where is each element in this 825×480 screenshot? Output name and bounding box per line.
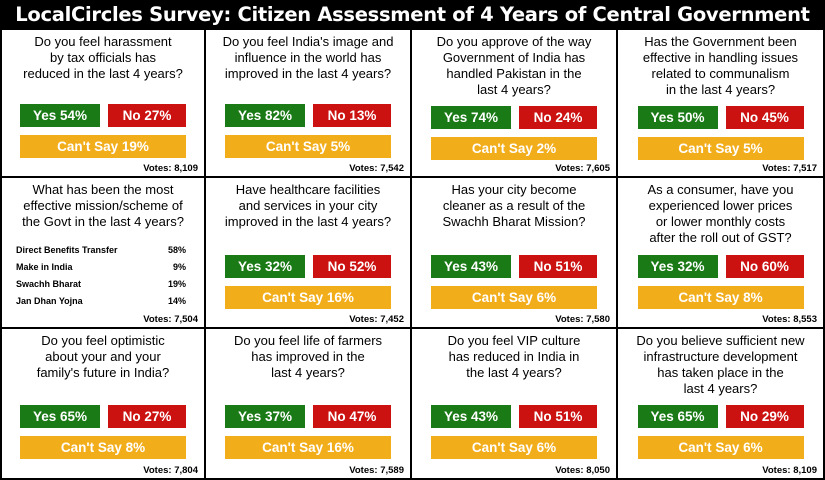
no-pill: No 51% (519, 405, 597, 428)
votes-count: Votes: 7,580 (555, 314, 610, 325)
cant-say-pill: Can't Say 2% (431, 137, 597, 160)
yes-pill: Yes 43% (431, 255, 511, 278)
votes-count: Votes: 8,109 (143, 163, 198, 174)
votes-count: Votes: 7,804 (143, 465, 198, 476)
cant-say-pill: Can't Say 6% (637, 436, 804, 459)
mission-pct: 14% (167, 296, 186, 306)
survey-card: Do you feel harassment by tax officials … (0, 30, 206, 178)
survey-card: What has been the most effective mission… (0, 178, 206, 329)
mission-row: Swachh Bharat 19% (16, 276, 186, 293)
votes-count: Votes: 8,109 (762, 465, 817, 476)
mission-row: Direct Benefits Transfer 58% (16, 242, 186, 259)
question-text: Do you feel harassment by tax officials … (23, 34, 183, 81)
question-text: Do you feel life of farmers has improved… (233, 333, 383, 380)
yes-pill: Yes 82% (225, 104, 305, 127)
mission-row: Make in India 9% (16, 259, 186, 276)
question-text: What has been the most effective mission… (22, 182, 184, 229)
answer-group: Yes 50% No 45% Can't Say 5% (618, 106, 823, 160)
cant-say-pill: Can't Say 5% (637, 137, 804, 160)
no-pill: No 13% (313, 104, 391, 127)
banner-title: LocalCircles Survey: Citizen Assessment … (0, 0, 825, 30)
votes-count: Votes: 8,553 (762, 314, 817, 325)
votes-count: Votes: 7,517 (762, 163, 817, 174)
survey-card: As a consumer, have you experienced lowe… (618, 178, 825, 329)
yes-pill: Yes 43% (431, 405, 511, 428)
no-pill: No 27% (108, 104, 186, 127)
question-text: Do you feel India's image and influence … (222, 34, 394, 81)
votes-count: Votes: 7,542 (349, 163, 404, 174)
question-text: Have healthcare facilities and services … (224, 182, 392, 229)
yes-pill: Yes 65% (637, 405, 718, 428)
no-pill: No 27% (108, 405, 186, 428)
question-text: Do you believe sufficient new infrastruc… (636, 333, 805, 396)
yes-pill: Yes 32% (637, 255, 718, 278)
question-text: As a consumer, have you experienced lowe… (647, 182, 794, 245)
no-pill: No 60% (725, 255, 804, 278)
answer-group: Yes 32% No 52% Can't Say 16% (206, 255, 410, 309)
cant-say-pill: Can't Say 19% (20, 135, 186, 158)
answer-group: Yes 43% No 51% Can't Say 6% (412, 405, 616, 459)
survey-grid: Do you feel harassment by tax officials … (0, 30, 825, 480)
yes-pill: Yes 74% (431, 106, 511, 129)
no-pill: No 51% (519, 255, 597, 278)
mission-pct: 9% (172, 262, 186, 272)
yes-pill: Yes 37% (225, 405, 305, 428)
votes-count: Votes: 7,605 (555, 163, 610, 174)
answer-group: Yes 82% No 13% Can't Say 5% (206, 104, 410, 158)
votes-count: Votes: 7,504 (143, 314, 198, 325)
no-pill: No 45% (725, 106, 804, 129)
no-pill: No 29% (725, 405, 804, 428)
question-text: Do you approve of the way Government of … (436, 34, 592, 97)
survey-card: Do you believe sufficient new infrastruc… (618, 329, 825, 480)
survey-card: Do you feel India's image and influence … (206, 30, 412, 178)
cant-say-pill: Can't Say 5% (225, 135, 391, 158)
survey-card: Do you feel VIP culture has reduced in I… (412, 329, 618, 480)
yes-pill: Yes 50% (637, 106, 718, 129)
question-text: Has the Government been effective in han… (642, 34, 799, 97)
cant-say-pill: Can't Say 8% (20, 436, 186, 459)
answer-group: Yes 32% No 60% Can't Say 8% (618, 255, 823, 309)
mission-list: Direct Benefits Transfer 58% Make in Ind… (16, 242, 186, 310)
answer-group: Yes 65% No 27% Can't Say 8% (2, 405, 204, 459)
question-text: Has your city become cleaner as a result… (442, 182, 586, 229)
mission-pct: 58% (167, 245, 186, 255)
survey-card: Has your city become cleaner as a result… (412, 178, 618, 329)
survey-card: Do you feel life of farmers has improved… (206, 329, 412, 480)
votes-count: Votes: 7,589 (349, 465, 404, 476)
question-text: Do you feel VIP culture has reduced in I… (447, 333, 581, 380)
mission-row: Jan Dhan Yojna 14% (16, 293, 186, 310)
survey-card: Do you feel optimistic about your and yo… (0, 329, 206, 480)
yes-pill: Yes 32% (225, 255, 305, 278)
mission-label: Direct Benefits Transfer (16, 245, 118, 255)
cant-say-pill: Can't Say 16% (225, 436, 391, 459)
survey-card: Do you approve of the way Government of … (412, 30, 618, 178)
mission-label: Jan Dhan Yojna (16, 296, 83, 306)
answer-group: Yes 74% No 24% Can't Say 2% (412, 106, 616, 160)
yes-pill: Yes 54% (20, 104, 100, 127)
votes-count: Votes: 7,452 (349, 314, 404, 325)
answer-group: Yes 37% No 47% Can't Say 16% (206, 405, 410, 459)
cant-say-pill: Can't Say 8% (637, 286, 804, 309)
cant-say-pill: Can't Say 6% (431, 436, 597, 459)
answer-group: Yes 43% No 51% Can't Say 6% (412, 255, 616, 309)
mission-label: Swachh Bharat (16, 279, 82, 289)
answer-group: Yes 54% No 27% Can't Say 19% (2, 104, 204, 158)
votes-count: Votes: 8,050 (555, 465, 610, 476)
cant-say-pill: Can't Say 6% (431, 286, 597, 309)
survey-card: Have healthcare facilities and services … (206, 178, 412, 329)
cant-say-pill: Can't Say 16% (225, 286, 391, 309)
mission-pct: 19% (167, 279, 186, 289)
no-pill: No 24% (519, 106, 597, 129)
answer-group: Yes 65% No 29% Can't Say 6% (618, 405, 823, 459)
mission-label: Make in India (16, 262, 73, 272)
question-text: Do you feel optimistic about your and yo… (36, 333, 170, 380)
no-pill: No 52% (313, 255, 391, 278)
no-pill: No 47% (313, 405, 391, 428)
yes-pill: Yes 65% (20, 405, 100, 428)
survey-card: Has the Government been effective in han… (618, 30, 825, 178)
